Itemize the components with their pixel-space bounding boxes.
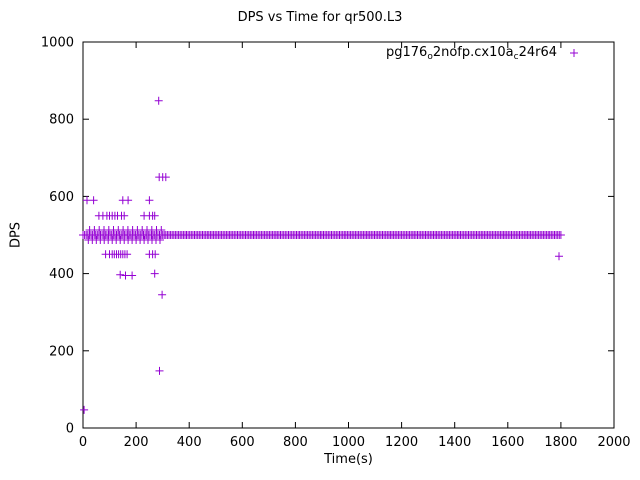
y-tick-label: 1000 <box>41 36 74 51</box>
chart-title: DPS vs Time for qr500.L3 <box>237 10 403 25</box>
x-tick-label: 600 <box>230 435 255 450</box>
x-tick-label: 2000 <box>597 435 630 450</box>
legend-label: pg176o2nofp.cx10ac24r64 <box>386 45 557 62</box>
y-tick-label: 400 <box>49 267 74 282</box>
x-tick-label: 1200 <box>385 435 418 450</box>
x-axis-label: Time(s) <box>324 452 373 467</box>
legend-label-sub: c <box>513 52 519 62</box>
x-tick-label: 200 <box>124 435 149 450</box>
legend-marker <box>570 49 578 57</box>
data-points <box>79 96 565 414</box>
x-tick-label: 400 <box>177 435 202 450</box>
legend-label-sub: o <box>427 52 433 62</box>
y-axis-ticks: 0 200 400 600 800 1000 <box>41 36 614 437</box>
x-tick-label: 1400 <box>438 435 471 450</box>
x-tick-label: 1600 <box>491 435 524 450</box>
x-tick-label: 0 <box>79 435 87 450</box>
legend-label-part: 2nofp.cx10a <box>432 45 514 60</box>
y-tick-label: 800 <box>49 113 74 128</box>
y-axis-label: DPS <box>8 221 24 249</box>
legend-label-part: 24r64 <box>518 45 557 60</box>
x-tick-label: 1800 <box>544 435 577 450</box>
y-tick-label: 0 <box>66 422 74 437</box>
x-tick-label: 800 <box>283 435 308 450</box>
y-tick-label: 600 <box>49 190 74 205</box>
y-tick-label: 200 <box>49 344 74 359</box>
x-tick-label: 1000 <box>332 435 365 450</box>
x-axis-ticks: 0 200 400 600 800 1000 1200 1400 1600 1800 2000 <box>79 42 631 450</box>
legend-label-part: pg176 <box>385 45 428 60</box>
